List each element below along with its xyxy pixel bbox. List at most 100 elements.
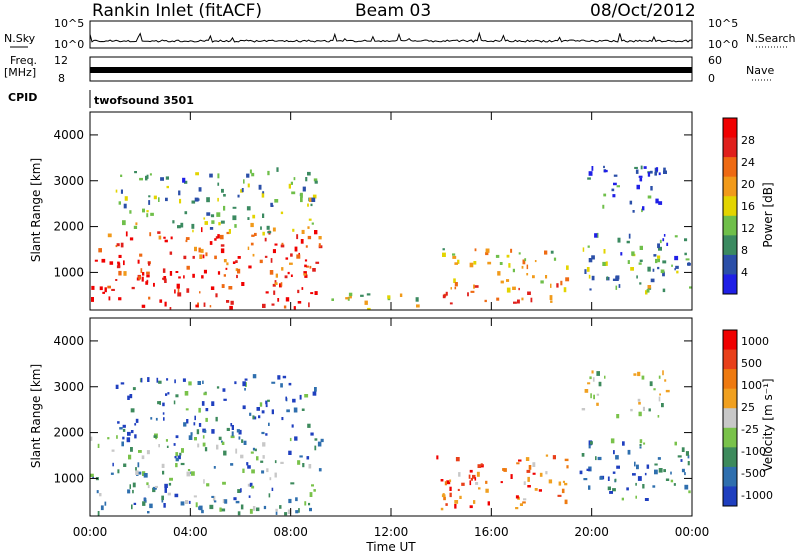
velocity-y-tick-label: 1000: [53, 471, 84, 485]
power-echo-cell: [162, 268, 166, 273]
velocity-echo-cell: [122, 428, 126, 432]
power-echo-cell: [565, 277, 570, 282]
power-echo-cell: [289, 262, 293, 265]
velocity-echo-cell: [222, 388, 226, 392]
power-echo-cell: [285, 297, 290, 302]
velocity-echo-cell: [193, 495, 197, 498]
velocity-echo-cell: [247, 465, 251, 469]
power-echo-cell: [199, 291, 201, 294]
power-echo-cell: [300, 192, 303, 198]
velocity-echo-cell: [128, 454, 132, 460]
power-echo-cell: [180, 222, 184, 228]
date-title: 08/Oct/2012: [590, 1, 696, 21]
velocity-echo-cell: [175, 435, 179, 439]
power-echo-cell: [474, 248, 477, 252]
velocity-echo-cell: [188, 435, 193, 440]
power-echo-cell: [589, 288, 592, 291]
power-echo-cell: [303, 271, 307, 276]
velocity-echo-cell: [190, 432, 193, 436]
velocity-echo-cell: [599, 476, 603, 480]
velocity-echo-cell: [258, 415, 261, 419]
power-echo-cell: [247, 217, 250, 220]
power-echo-cell: [201, 227, 203, 233]
velocity-echo-cell: [233, 497, 237, 501]
power-echo-cell: [216, 212, 221, 217]
time-x-tick-label: 00:00: [73, 525, 108, 539]
velocity-echo-cell: [657, 457, 661, 460]
velocity-echo-cell: [271, 409, 274, 415]
velocity-echo-cell: [221, 441, 225, 445]
power-echo-cell: [179, 198, 182, 204]
power-echo-cell: [270, 204, 274, 207]
velocity-echo-cell: [612, 488, 616, 492]
velocity-echo-cell: [581, 453, 585, 457]
velocity-echo-cell: [235, 500, 240, 504]
power-echo-cell: [301, 287, 304, 290]
power-echo-cell: [650, 278, 655, 283]
velocity-echo-cell: [169, 477, 173, 481]
velocity-echo-cell: [539, 472, 543, 477]
power-echo-cell: [646, 289, 650, 293]
velocity-echo-cell: [238, 436, 241, 440]
power-echo-cell: [228, 229, 231, 234]
velocity-echo-cell: [180, 462, 185, 466]
velocity-echo-cell: [516, 462, 520, 465]
power-echo-cell: [229, 305, 233, 310]
velocity-echo-cell: [173, 400, 176, 405]
velocity-echo-cell: [661, 403, 664, 408]
velocity-echo-cell: [663, 469, 666, 473]
velocity-echo-cell: [468, 474, 471, 479]
power-echo-cell: [657, 258, 660, 263]
velocity-echo-cell: [166, 378, 169, 381]
velocity-echo-cell: [194, 437, 197, 441]
velocity-echo-cell: [252, 506, 256, 511]
power-echo-cell: [194, 246, 197, 252]
velocity-echo-cell: [649, 381, 653, 387]
velocity-echo-cell: [129, 484, 131, 489]
velocity-echo-cell: [681, 447, 685, 452]
power-echo-cell: [658, 172, 661, 176]
velocity-echo-cell: [598, 381, 602, 387]
power-echo-cell: [125, 231, 128, 237]
freq-tick-bottom: 8: [58, 72, 65, 85]
velocity-echo-cell: [538, 489, 542, 492]
velocity-echo-cell: [111, 449, 115, 452]
power-echo-cell: [307, 203, 309, 207]
power-echo-cell: [258, 184, 262, 190]
velocity-echo-cell: [242, 468, 245, 473]
velocity-echo-cell: [90, 436, 93, 441]
power-echo-cell: [264, 237, 267, 242]
power-echo-cell: [309, 265, 312, 269]
velocity-echo-cell: [485, 480, 488, 484]
power-echo-cell: [166, 185, 169, 189]
velocity-echo-cell: [187, 469, 191, 471]
power-echo-cell: [313, 178, 318, 182]
velocity-echo-cell: [127, 431, 131, 436]
velocity-echo-cell: [182, 378, 186, 382]
power-echo-cell: [259, 259, 263, 264]
power-echo-cell: [659, 239, 662, 244]
velocity-echo-cell: [288, 498, 292, 504]
power-echo-cell: [508, 263, 511, 268]
velocity-echo-cell: [135, 467, 137, 471]
velocity-echo-cell: [670, 479, 674, 483]
power-echo-cell: [266, 225, 270, 230]
velocity-echo-cell: [612, 471, 616, 474]
power-echo-cell: [487, 261, 492, 265]
time-x-tick-label: 20:00: [574, 525, 609, 539]
power-echo-cell: [532, 275, 535, 279]
velocity-echo-cell: [183, 422, 187, 427]
power-echo-cell: [202, 254, 205, 259]
velocity-echo-cell: [627, 449, 631, 455]
power-echo-cell: [250, 222, 254, 228]
power-echo-cell: [183, 275, 185, 279]
colorbar-tick-label: -1000: [741, 489, 773, 502]
velocity-echo-cell: [458, 472, 461, 477]
freq-tick-top: 12: [54, 54, 68, 67]
velocity-echo-cell: [515, 495, 519, 499]
velocity-echo-cell: [285, 396, 287, 401]
velocity-echo-cell: [161, 500, 164, 503]
freq-band-bar: [90, 67, 692, 73]
power-echo-cell: [649, 170, 653, 174]
power-echo-cell: [297, 301, 302, 304]
